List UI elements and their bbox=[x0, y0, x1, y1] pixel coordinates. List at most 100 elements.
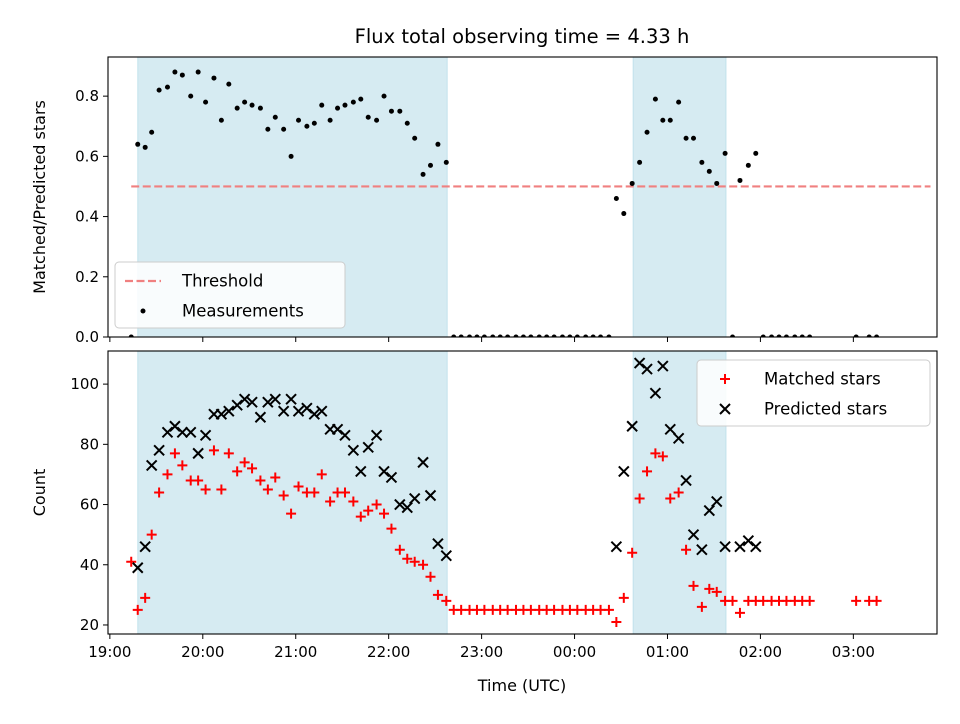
predicted-point bbox=[394, 498, 406, 511]
observing-window-0 bbox=[137, 350, 448, 635]
measurement-point bbox=[327, 117, 333, 123]
matched-point bbox=[572, 604, 583, 615]
predicted-point bbox=[277, 405, 290, 417]
x-tick-label: 02:00 bbox=[739, 643, 782, 661]
matched-point bbox=[627, 547, 638, 558]
matched-point bbox=[704, 583, 715, 594]
matched-point bbox=[711, 586, 722, 597]
matched-point bbox=[441, 595, 452, 606]
measurement-point bbox=[497, 334, 503, 337]
matched-point bbox=[325, 496, 336, 507]
measurement-point bbox=[730, 334, 736, 337]
x-tick-label: 21:00 bbox=[274, 643, 317, 661]
matched-point bbox=[177, 460, 188, 471]
matched-point bbox=[734, 607, 745, 618]
series-dot-0 bbox=[128, 69, 880, 337]
predicted-point bbox=[139, 540, 151, 553]
predicted-point bbox=[339, 429, 351, 442]
matched-point bbox=[650, 448, 661, 459]
predicted-point bbox=[362, 441, 374, 454]
matched-point bbox=[409, 556, 420, 567]
matched-point bbox=[781, 595, 792, 606]
measurement-point bbox=[467, 334, 473, 337]
matched-point bbox=[432, 589, 443, 600]
matched-point bbox=[169, 448, 180, 459]
matched-point bbox=[673, 487, 684, 498]
x-tick-label: 00:00 bbox=[553, 643, 596, 661]
y-axis-label: Count bbox=[30, 469, 49, 517]
measurement-point bbox=[866, 334, 872, 337]
measurement-point bbox=[458, 334, 464, 337]
legend-entry-label: Threshold bbox=[181, 272, 263, 291]
measurement-point bbox=[358, 96, 364, 102]
measurement-point bbox=[265, 126, 271, 132]
measurement-point bbox=[660, 117, 666, 123]
matched-point bbox=[293, 481, 304, 492]
bottom-panel-counts: 19:00 20:00 21:00 22:00 23:00 00:00 01:00 02:00… bbox=[30, 350, 938, 661]
x-tick-label: 03:00 bbox=[832, 643, 875, 661]
legend-measurement-swatch bbox=[140, 308, 146, 314]
legend-entry-label: Matched stars bbox=[764, 370, 881, 389]
y-tick-label: 0.2 bbox=[75, 268, 99, 286]
matched-point bbox=[239, 457, 250, 468]
measurement-point bbox=[590, 334, 596, 337]
measurement-point bbox=[374, 117, 380, 123]
matched-point bbox=[146, 529, 157, 540]
measurement-point bbox=[172, 69, 178, 75]
matched-point bbox=[502, 604, 513, 615]
y-tick-label: 0.4 bbox=[75, 208, 99, 226]
predicted-point bbox=[672, 432, 685, 445]
x-tick-label: 01:00 bbox=[646, 643, 689, 661]
measurement-point bbox=[195, 69, 201, 75]
predicted-point bbox=[347, 444, 360, 457]
series-x-1 bbox=[132, 357, 762, 574]
matched-point bbox=[665, 493, 676, 504]
legend-box bbox=[114, 261, 346, 329]
matched-point bbox=[162, 469, 173, 480]
y-tick-label: 100 bbox=[70, 375, 99, 393]
predicted-point bbox=[246, 396, 258, 408]
measurement-point bbox=[792, 334, 798, 337]
predicted-point bbox=[687, 528, 700, 541]
matched-point bbox=[140, 592, 151, 603]
predicted-point bbox=[696, 543, 708, 556]
matched-point bbox=[549, 604, 560, 615]
measurement-point bbox=[613, 196, 619, 202]
matched-point bbox=[309, 487, 320, 498]
predicted-point bbox=[610, 540, 623, 553]
measurement-point bbox=[598, 334, 604, 337]
matched-point bbox=[611, 616, 622, 627]
matched-point bbox=[418, 559, 429, 570]
measurement-point bbox=[667, 117, 673, 123]
measurement-point bbox=[513, 334, 519, 337]
legend: Matched stars Predicted stars bbox=[696, 359, 931, 427]
predicted-point bbox=[649, 387, 662, 399]
matched-point bbox=[193, 475, 204, 486]
matched-point bbox=[223, 448, 234, 459]
measurement-point bbox=[156, 87, 162, 93]
predicted-point bbox=[285, 393, 297, 405]
measurement-point bbox=[149, 129, 155, 135]
predicted-point bbox=[734, 540, 746, 553]
measurement-point bbox=[629, 180, 635, 186]
measurement-point bbox=[776, 334, 782, 337]
measurement-point bbox=[164, 84, 170, 90]
matched-point bbox=[634, 493, 645, 504]
measurement-point bbox=[420, 171, 426, 177]
matched-point bbox=[208, 445, 219, 456]
measurement-point bbox=[760, 334, 766, 337]
x-tick-label: 20:00 bbox=[181, 643, 224, 661]
predicted-point bbox=[223, 405, 235, 417]
legend-matched-swatch bbox=[720, 374, 730, 384]
measurement-point bbox=[218, 117, 224, 123]
measurement-point bbox=[397, 108, 403, 114]
predicted-point bbox=[711, 495, 723, 508]
predicted-point bbox=[355, 465, 367, 478]
matched-point bbox=[758, 595, 769, 606]
y-tick-label: 80 bbox=[80, 435, 99, 453]
measurement-point bbox=[706, 168, 712, 174]
measurement-point bbox=[874, 334, 880, 337]
axes-frame bbox=[107, 350, 938, 635]
measurement-point bbox=[481, 334, 487, 337]
